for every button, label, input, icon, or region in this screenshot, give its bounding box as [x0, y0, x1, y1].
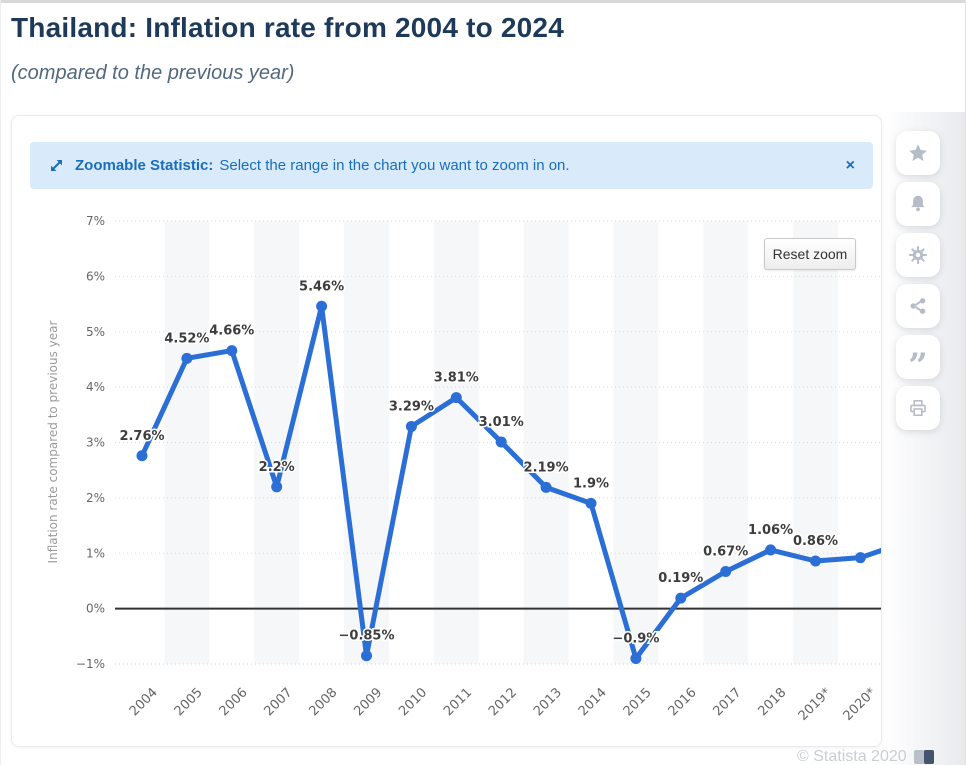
share-button[interactable] [896, 284, 940, 328]
data-label-2004: 2.76% [119, 429, 164, 444]
y-axis-tick-label: 1% [86, 546, 105, 560]
copyright-text: © Statista 2020 [797, 748, 907, 765]
x-axis-tick-label: 2014 [576, 685, 610, 719]
printer-icon [910, 399, 926, 416]
plot-band-2009 [344, 221, 389, 664]
data-point-2020*[interactable] [854, 552, 866, 564]
data-label-2019*: 0.86% [793, 534, 838, 549]
chart-card: Zoomable Statistic: Select the range in … [11, 115, 882, 747]
x-axis-tick-label: 2012 [486, 685, 520, 719]
page-title: Thailand: Inflation rate from 2004 to 20… [11, 12, 564, 43]
data-point-2013[interactable] [540, 481, 552, 493]
series-line[interactable] [139, 303, 883, 661]
banner-close-button[interactable]: × [845, 156, 855, 174]
data-point-2008[interactable] [316, 300, 328, 312]
data-label-2017: 0.67% [703, 545, 748, 560]
data-label-2008: 5.46% [299, 279, 344, 294]
data-point-2005[interactable] [181, 352, 193, 364]
y-axis-tick-label: 2% [86, 491, 105, 505]
x-axis-tick-label: 2009 [351, 685, 385, 719]
y-axis-tick-label: 6% [86, 269, 105, 283]
copyright-note: © Statista 2020 [797, 748, 934, 765]
x-axis-tick-label: 2010 [396, 685, 430, 719]
data-point-2012[interactable] [495, 436, 507, 448]
print-button[interactable] [896, 386, 940, 430]
data-label-2013: 2.19% [524, 460, 569, 475]
data-point-2018[interactable] [765, 544, 777, 556]
y-axis-tick-label: −1% [76, 657, 105, 671]
star-icon [909, 144, 927, 161]
gear-icon [909, 246, 927, 264]
y-axis-tick-label: 7% [86, 214, 105, 228]
data-point-2009[interactable] [361, 650, 372, 662]
data-label-2007: 2.2% [259, 460, 295, 475]
data-point-2011[interactable] [450, 392, 462, 404]
data-label-2016: 0.19% [658, 571, 703, 586]
data-label-2011: 3.81% [434, 371, 479, 386]
x-axis-tick-label: 2017 [711, 685, 745, 719]
y-axis-tick-label: 0% [86, 602, 105, 616]
series-line-group[interactable] [139, 303, 883, 661]
x-axis-tick-label: 2016 [666, 685, 700, 719]
action-rail: ” [884, 112, 965, 765]
data-label-2014: 1.9% [573, 476, 609, 491]
plot-band-2011 [433, 221, 479, 664]
data-point-2019*[interactable] [810, 555, 821, 567]
bell-icon [911, 195, 925, 212]
data-label-2006: 4.66% [209, 324, 254, 339]
data-point-2015[interactable] [630, 652, 642, 664]
y-axis-tick-label: 3% [86, 436, 105, 450]
data-label-2005: 4.52% [164, 331, 209, 346]
data-label-2015: −0.9% [612, 631, 659, 646]
x-axis-tick-label: 2013 [531, 685, 565, 719]
page-subtitle: (compared to the previous year) [11, 62, 295, 84]
y-axis-title: Inflation rate compared to previous year [46, 320, 60, 563]
data-label-2012: 3.01% [479, 415, 524, 430]
x-axis-tick-label: 2019* [796, 685, 835, 724]
plot-band-2017 [703, 221, 749, 664]
plot-band-2013 [523, 221, 569, 664]
data-point-2017[interactable] [720, 566, 732, 578]
x-axis-tick-label: 2005 [172, 685, 206, 719]
data-point-2007[interactable] [271, 481, 283, 493]
zoom-diagonal-arrows-icon [48, 157, 65, 174]
data-point-2004[interactable] [136, 450, 148, 462]
flag-icon [913, 750, 934, 764]
data-label-2009: −0.85% [339, 629, 395, 644]
data-point-2006[interactable] [226, 345, 238, 357]
x-axis-tick-label: 2004 [127, 685, 161, 719]
x-axis-tick-label: 2011 [441, 685, 475, 719]
data-label-2018: 1.06% [748, 523, 793, 538]
share-icon [910, 298, 926, 314]
x-axis-tick-label: 2020* [841, 685, 880, 724]
zoomable-statistic-banner: Zoomable Statistic: Select the range in … [30, 142, 873, 189]
x-axis-tick-label: 2008 [306, 685, 340, 719]
inflation-line-chart[interactable]: 7% 6% 5% 4% 3% 2% 1% 0% −1% Inflation rate compar… [12, 116, 883, 748]
data-point-2016[interactable] [675, 592, 687, 604]
x-axis-tick-label: 2018 [755, 685, 789, 719]
x-axis-tick-label: 2007 [262, 685, 296, 719]
y-axis-tick-label: 5% [86, 325, 105, 339]
cite-button[interactable]: ” [896, 335, 940, 383]
data-point-2014[interactable] [585, 497, 597, 509]
data-point-2010[interactable] [405, 420, 417, 432]
alerts-button[interactable] [896, 182, 940, 226]
reset-zoom-button[interactable]: Reset zoom [764, 238, 856, 270]
top-border [1, 0, 965, 3]
x-axis-tick-label: 2015 [621, 685, 655, 719]
settings-button[interactable] [896, 233, 940, 277]
banner-message: Select the range in the chart you want t… [219, 157, 570, 174]
banner-bold-label: Zoomable Statistic: [75, 157, 214, 174]
x-axis-tick-label: 2006 [217, 685, 251, 719]
favorite-button[interactable] [896, 131, 940, 175]
y-axis-tick-label: 4% [86, 380, 105, 394]
data-label-2010: 3.29% [389, 399, 434, 414]
